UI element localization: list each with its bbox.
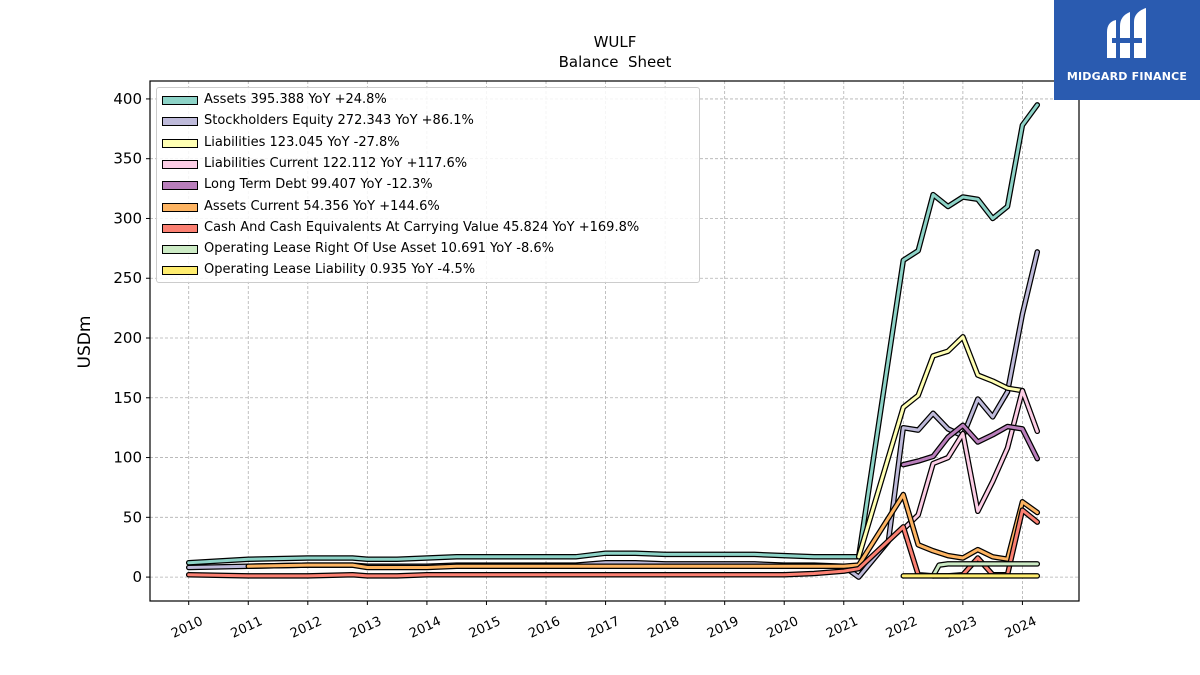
series-line — [185, 249, 1041, 580]
x-tick-label: 2021 — [824, 614, 860, 642]
legend-label: Stockholders Equity 272.343 YoY +86.1% — [204, 113, 474, 129]
x-tick-label: 2010 — [169, 614, 205, 642]
series-line-stroke — [187, 103, 1039, 565]
x-tick-label: 2020 — [765, 614, 801, 642]
chart-title: WULF — [594, 33, 637, 51]
x-tick-label: 2017 — [586, 614, 622, 642]
legend-swatch — [162, 159, 198, 169]
legend-label: Long Term Debt 99.407 YoY -12.3% — [204, 177, 433, 193]
y-tick-label: 400 — [113, 90, 142, 108]
x-tick-label: 2016 — [526, 614, 562, 642]
legend-swatch — [162, 266, 198, 276]
midgard-finance-logo: MIDGARD FINANCE — [1054, 0, 1200, 100]
y-tick-label: 350 — [113, 150, 142, 168]
x-tick-label: 2024 — [1003, 614, 1039, 642]
series-line — [930, 561, 1041, 579]
series-line-stroke — [857, 335, 1024, 559]
legend-label: Liabilities Current 122.112 YoY +117.6% — [204, 155, 468, 171]
series-line-stroke — [901, 389, 1039, 531]
x-tick-label: 2011 — [229, 614, 265, 642]
legend-label: Operating Lease Liability 0.935 YoY -4.5… — [204, 262, 476, 278]
x-tick-label: 2023 — [943, 614, 979, 642]
legend-swatch — [162, 181, 198, 191]
series-line — [900, 387, 1041, 533]
series-line-stroke — [931, 562, 1039, 578]
series-line-stroke — [901, 423, 1039, 467]
x-tick-label: 2015 — [467, 614, 503, 642]
legend-label: Assets 395.388 YoY +24.8% — [204, 92, 387, 107]
plot-frame — [149, 80, 1080, 602]
x-tick-label: 2018 — [645, 614, 681, 642]
series-line — [855, 334, 1026, 560]
y-axis-label: USDm — [75, 316, 95, 369]
y-tick-label: 50 — [123, 508, 142, 526]
y-tick-label: 150 — [113, 389, 142, 407]
series-line-stroke — [187, 250, 1039, 579]
legend-swatch — [162, 202, 198, 212]
legend-swatch — [162, 245, 198, 255]
y-tick-label: 100 — [113, 449, 142, 467]
series-line — [185, 102, 1041, 566]
legend-swatch — [162, 96, 198, 105]
logo-mark-icon — [1107, 8, 1146, 58]
y-tick-label: 300 — [113, 209, 142, 227]
x-tick-label: 2019 — [705, 614, 741, 642]
chart-legend: Assets 395.388 YoY +24.8% Stockholders Eq… — [156, 87, 700, 283]
legend-swatch — [162, 138, 198, 148]
y-tick-label: 200 — [113, 329, 142, 347]
series-line-outline — [185, 249, 1041, 580]
series-line-stroke — [246, 493, 1039, 569]
legend-label: Cash And Cash Equivalents At Carrying Va… — [204, 219, 640, 235]
legend-label: Assets Current 54.356 YoY +144.6% — [204, 198, 440, 214]
legend-label: Operating Lease Right Of Use Asset 10.69… — [204, 241, 554, 257]
y-tick-label: 250 — [113, 269, 142, 287]
y-tick-label: 0 — [132, 568, 142, 586]
legend-swatch — [162, 117, 198, 127]
x-tick-label: 2013 — [348, 614, 384, 642]
legend-swatch — [162, 223, 198, 233]
x-tick-label: 2014 — [407, 614, 443, 642]
chart-subtitle: Balance Sheet — [559, 53, 672, 71]
x-tick-label: 2022 — [884, 614, 920, 642]
logo-text: MIDGARD FINANCE — [1066, 70, 1188, 83]
series-line — [900, 422, 1041, 468]
series-line — [245, 491, 1041, 571]
legend-label: Liabilities 123.045 YoY -27.8% — [204, 134, 400, 150]
x-tick-label: 2012 — [288, 614, 324, 642]
